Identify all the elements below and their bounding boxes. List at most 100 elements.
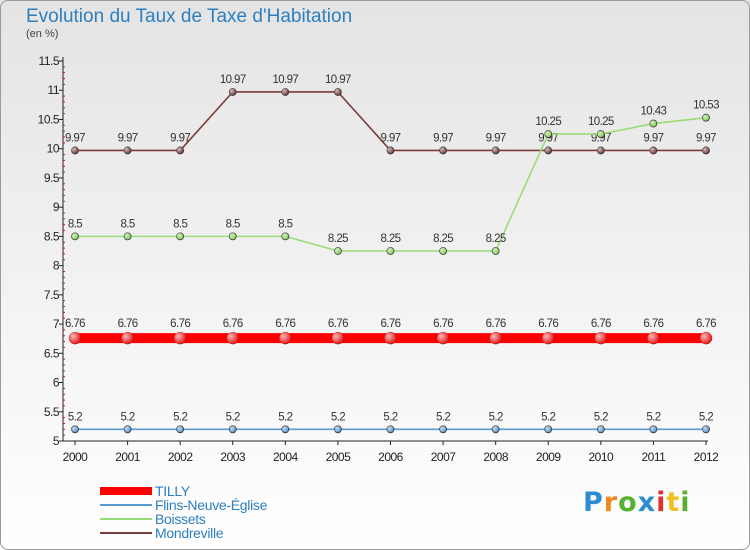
data-label: 5.2	[699, 411, 713, 423]
data-point-highlight	[489, 332, 502, 345]
data-label: 10.97	[220, 74, 246, 86]
data-label: 6.76	[486, 318, 506, 330]
legend-swatch	[100, 504, 152, 506]
legend-swatch	[100, 532, 152, 534]
data-label: 5.2	[226, 411, 240, 423]
data-point-highlight	[281, 88, 289, 96]
chart-title: Evolution du Taux de Taxe d'Habitation	[26, 6, 353, 27]
data-point-highlight	[439, 425, 447, 433]
data-point-highlight	[334, 247, 342, 255]
legend-label: Boissets	[155, 511, 206, 527]
data-point-highlight	[439, 247, 447, 255]
x-tick-label: 2004	[273, 450, 299, 464]
data-label: 5.2	[489, 411, 503, 423]
x-tick-label: 2002	[168, 450, 194, 464]
data-point-highlight	[176, 146, 184, 154]
data-label: 5.2	[594, 411, 608, 423]
data-point-highlight	[492, 247, 500, 255]
series-2: 8.5 8.5 8.5 8.5 8.5 8.25 8.25 8.25 8.25 10.25 10.2…	[68, 100, 720, 255]
data-label: 9.97	[486, 132, 506, 144]
data-point-highlight	[702, 425, 710, 433]
data-point-highlight	[649, 146, 657, 154]
data-point-highlight	[544, 425, 552, 433]
x-tick-label: 2005	[326, 450, 352, 464]
data-label: 5.2	[278, 411, 292, 423]
data-point-highlight	[649, 425, 657, 433]
data-label: 10.25	[535, 116, 561, 128]
data-point-highlight	[331, 332, 344, 345]
y-tick-label: 9.5	[44, 171, 60, 185]
data-point-highlight	[176, 232, 184, 240]
series-1: 5.2 5.2 5.2 5.2 5.2 5.2 5.2 5.2 5.2 5.2 5.2 5.2 5.2	[68, 411, 714, 434]
chart-axes: 5 5.5 6 6.5 7 7.5 8 8.5 9 9.5 10 10.5 11 11.5 2000 2001…	[38, 54, 720, 464]
data-point-highlight	[597, 425, 605, 433]
x-tick-label: 2003	[220, 450, 246, 464]
data-point-highlight	[384, 332, 397, 345]
data-label: 9.97	[118, 132, 138, 144]
data-point-highlight	[594, 332, 607, 345]
data-point-highlight	[700, 332, 712, 345]
x-tick-label: 2007	[431, 450, 457, 464]
data-point-highlight	[124, 425, 132, 433]
x-tick-label: 2012	[694, 450, 720, 464]
data-point-highlight	[437, 332, 450, 345]
data-point-highlight	[492, 425, 500, 433]
data-label: 9.97	[381, 132, 401, 144]
y-tick-label: 11.5	[39, 54, 60, 68]
data-label: 10.53	[693, 100, 719, 112]
data-label: 8.5	[278, 218, 292, 230]
y-tick-label: 8	[53, 259, 60, 273]
y-tick-label: 10	[47, 142, 60, 156]
data-point-highlight	[71, 425, 79, 433]
data-label: 9.97	[643, 132, 663, 144]
data-label: 9.97	[170, 132, 190, 144]
data-label: 8.5	[173, 218, 187, 230]
data-point-highlight	[387, 247, 394, 255]
data-label: 5.2	[646, 411, 660, 423]
data-label: 6.76	[433, 318, 453, 330]
data-point-highlight	[176, 425, 184, 433]
data-label: 10.97	[272, 74, 298, 86]
legend-label: TILLY	[155, 483, 190, 499]
data-label: 9.97	[65, 132, 85, 144]
data-label: 5.2	[120, 411, 134, 423]
data-point-highlight	[71, 232, 79, 240]
data-point-highlight	[542, 332, 555, 345]
y-tick-label: 7.5	[44, 288, 60, 302]
data-label: 6.76	[643, 318, 663, 330]
data-point-highlight	[702, 146, 710, 154]
data-point-highlight	[647, 332, 660, 345]
x-tick-label: 2011	[642, 450, 667, 464]
data-label: 5.2	[173, 411, 187, 423]
data-label: 6.76	[275, 318, 295, 330]
data-label: 6.76	[65, 318, 85, 330]
data-point-highlight	[281, 425, 289, 433]
x-tick-label: 2008	[483, 450, 509, 464]
data-label: 10.43	[641, 106, 667, 118]
data-point-highlight	[702, 114, 710, 122]
data-label: 6.76	[223, 318, 243, 330]
data-label: 9.97	[538, 132, 558, 144]
data-label: 5.2	[331, 411, 345, 423]
data-point-highlight	[597, 146, 605, 154]
legend-label: Mondreville	[155, 525, 224, 541]
data-point-highlight	[597, 130, 605, 138]
series-layer: 9.97 9.97 9.97 10.97 10.97 10.97 9.97 9.97 9.97 9…	[65, 74, 720, 434]
data-point-highlight	[71, 146, 79, 154]
data-label: 6.76	[591, 318, 611, 330]
data-point-highlight	[226, 332, 239, 345]
y-tick-label: 11	[48, 83, 60, 97]
y-tick-label: 6.5	[44, 346, 60, 360]
data-label: 8.5	[226, 218, 240, 230]
series-0: 6.76 6.76 6.76 6.76 6.76 6.76 6.76 6.76 6.76 6.76…	[65, 318, 717, 345]
data-point-highlight	[174, 332, 187, 345]
proxiti-logo: Proxiti	[583, 487, 691, 518]
data-label: 10.97	[325, 74, 351, 86]
legend-label: Flins-Neuve-Église	[155, 497, 268, 513]
data-point-highlight	[649, 120, 657, 128]
x-tick-label: 2010	[588, 450, 614, 464]
data-label: 6.76	[170, 318, 190, 330]
data-label: 8.25	[486, 233, 506, 245]
data-label: 8.25	[328, 233, 348, 245]
legend-swatch	[100, 487, 152, 495]
